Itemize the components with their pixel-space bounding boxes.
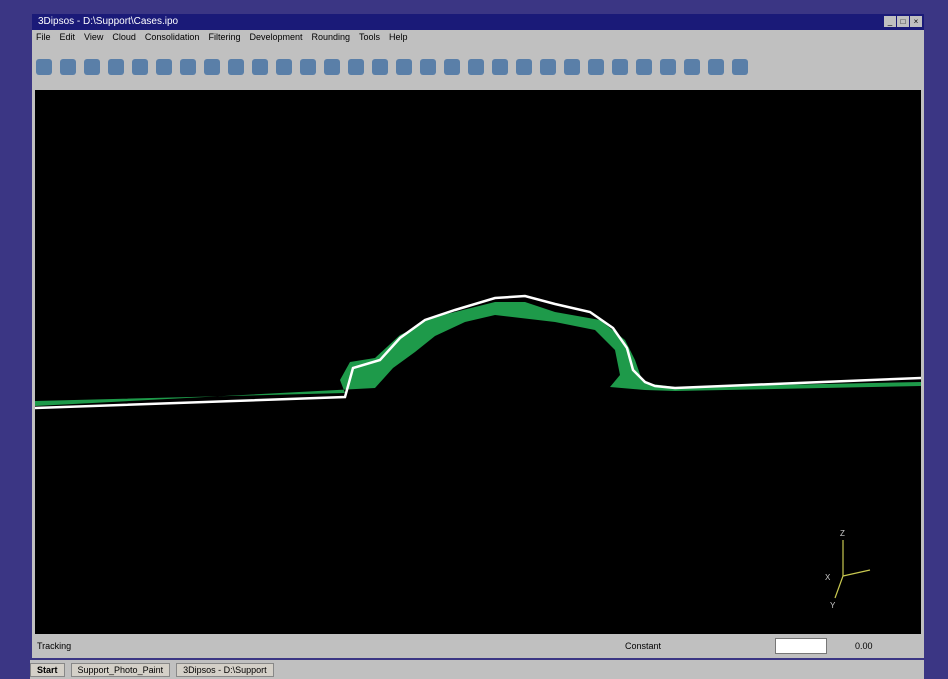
menu-item[interactable]: Rounding	[311, 32, 351, 42]
toolbar-button[interactable]	[588, 59, 604, 75]
menu-item[interactable]: Development	[249, 32, 303, 42]
toolbar-button[interactable]	[516, 59, 532, 75]
status-value: 0.00	[855, 641, 873, 651]
toolbar-button[interactable]	[420, 59, 436, 75]
toolbar-button[interactable]	[396, 59, 412, 75]
toolbar-button[interactable]	[156, 59, 172, 75]
menu-item[interactable]: Filtering	[208, 32, 241, 42]
start-button[interactable]: Start	[30, 662, 65, 677]
toolbar-button[interactable]	[180, 59, 196, 75]
toolbar-button[interactable]	[324, 59, 340, 75]
toolbar-button[interactable]	[612, 59, 628, 75]
toolbar-button[interactable]	[444, 59, 460, 75]
toolbar	[36, 48, 920, 86]
toolbar-button[interactable]	[276, 59, 292, 75]
menu-item[interactable]: Tools	[359, 32, 381, 42]
toolbar-button[interactable]	[60, 59, 76, 75]
app-window: 3Dipsos - D:\Support\Cases.ipo _ □ × File E…	[32, 14, 924, 658]
toolbar-button[interactable]	[684, 59, 700, 75]
title-bar: 3Dipsos - D:\Support\Cases.ipo _ □ ×	[32, 14, 924, 30]
menu-item[interactable]: Cloud	[112, 32, 136, 42]
toolbar-button[interactable]	[84, 59, 100, 75]
toolbar-button[interactable]	[492, 59, 508, 75]
status-bar: Tracking Constant 0.00	[35, 636, 921, 656]
toolbar-button[interactable]	[252, 59, 268, 75]
taskbar: Start Support_Photo_Paint 3Dipsos - D:\Su…	[30, 660, 924, 679]
toolbar-button[interactable]	[540, 59, 556, 75]
menu-item[interactable]: Help	[389, 32, 408, 42]
toolbar-button[interactable]	[36, 59, 52, 75]
status-text: Tracking	[37, 641, 72, 651]
menu-bar: File Edit View Cloud Consolidation Filtering D…	[36, 32, 408, 42]
toolbar-button[interactable]	[708, 59, 724, 75]
window-controls: _ □ ×	[884, 16, 922, 27]
window-control[interactable]: ×	[910, 16, 922, 27]
toolbar-button[interactable]	[348, 59, 364, 75]
viewport: Z X Y	[35, 90, 921, 634]
toolbar-button[interactable]	[732, 59, 748, 75]
toolbar-button[interactable]	[204, 59, 220, 75]
toolbar-button[interactable]	[636, 59, 652, 75]
task-button[interactable]: Support_Photo_Paint	[70, 662, 171, 677]
axis-triad	[834, 540, 871, 599]
point-cloud-green	[35, 302, 921, 406]
status-mode: Constant	[625, 641, 662, 651]
toolbar-button[interactable]	[300, 59, 316, 75]
window-title: 3Dipsos - D:\Support\Cases.ipo	[38, 16, 179, 27]
toolbar-button[interactable]	[372, 59, 388, 75]
window-control[interactable]: □	[897, 16, 909, 27]
toolbar-button[interactable]	[132, 59, 148, 75]
menu-item[interactable]: Consolidation	[144, 32, 200, 42]
window-control[interactable]: _	[884, 16, 896, 27]
menu-item[interactable]: View	[84, 32, 104, 42]
menu-item[interactable]: File	[36, 32, 51, 42]
toolbar-button[interactable]	[660, 59, 676, 75]
point-cloud-white	[35, 294, 921, 410]
task-button[interactable]: 3Dipsos - D:\Support	[176, 662, 274, 677]
menu-item[interactable]: Edit	[59, 32, 76, 42]
axis-label: Z	[840, 529, 845, 538]
axis-label: Y	[830, 601, 836, 610]
toolbar-button[interactable]	[108, 59, 124, 75]
toolbar-button[interactable]	[228, 59, 244, 75]
toolbar-button[interactable]	[564, 59, 580, 75]
axis-label: X	[825, 573, 831, 582]
toolbar-button[interactable]	[468, 59, 484, 75]
